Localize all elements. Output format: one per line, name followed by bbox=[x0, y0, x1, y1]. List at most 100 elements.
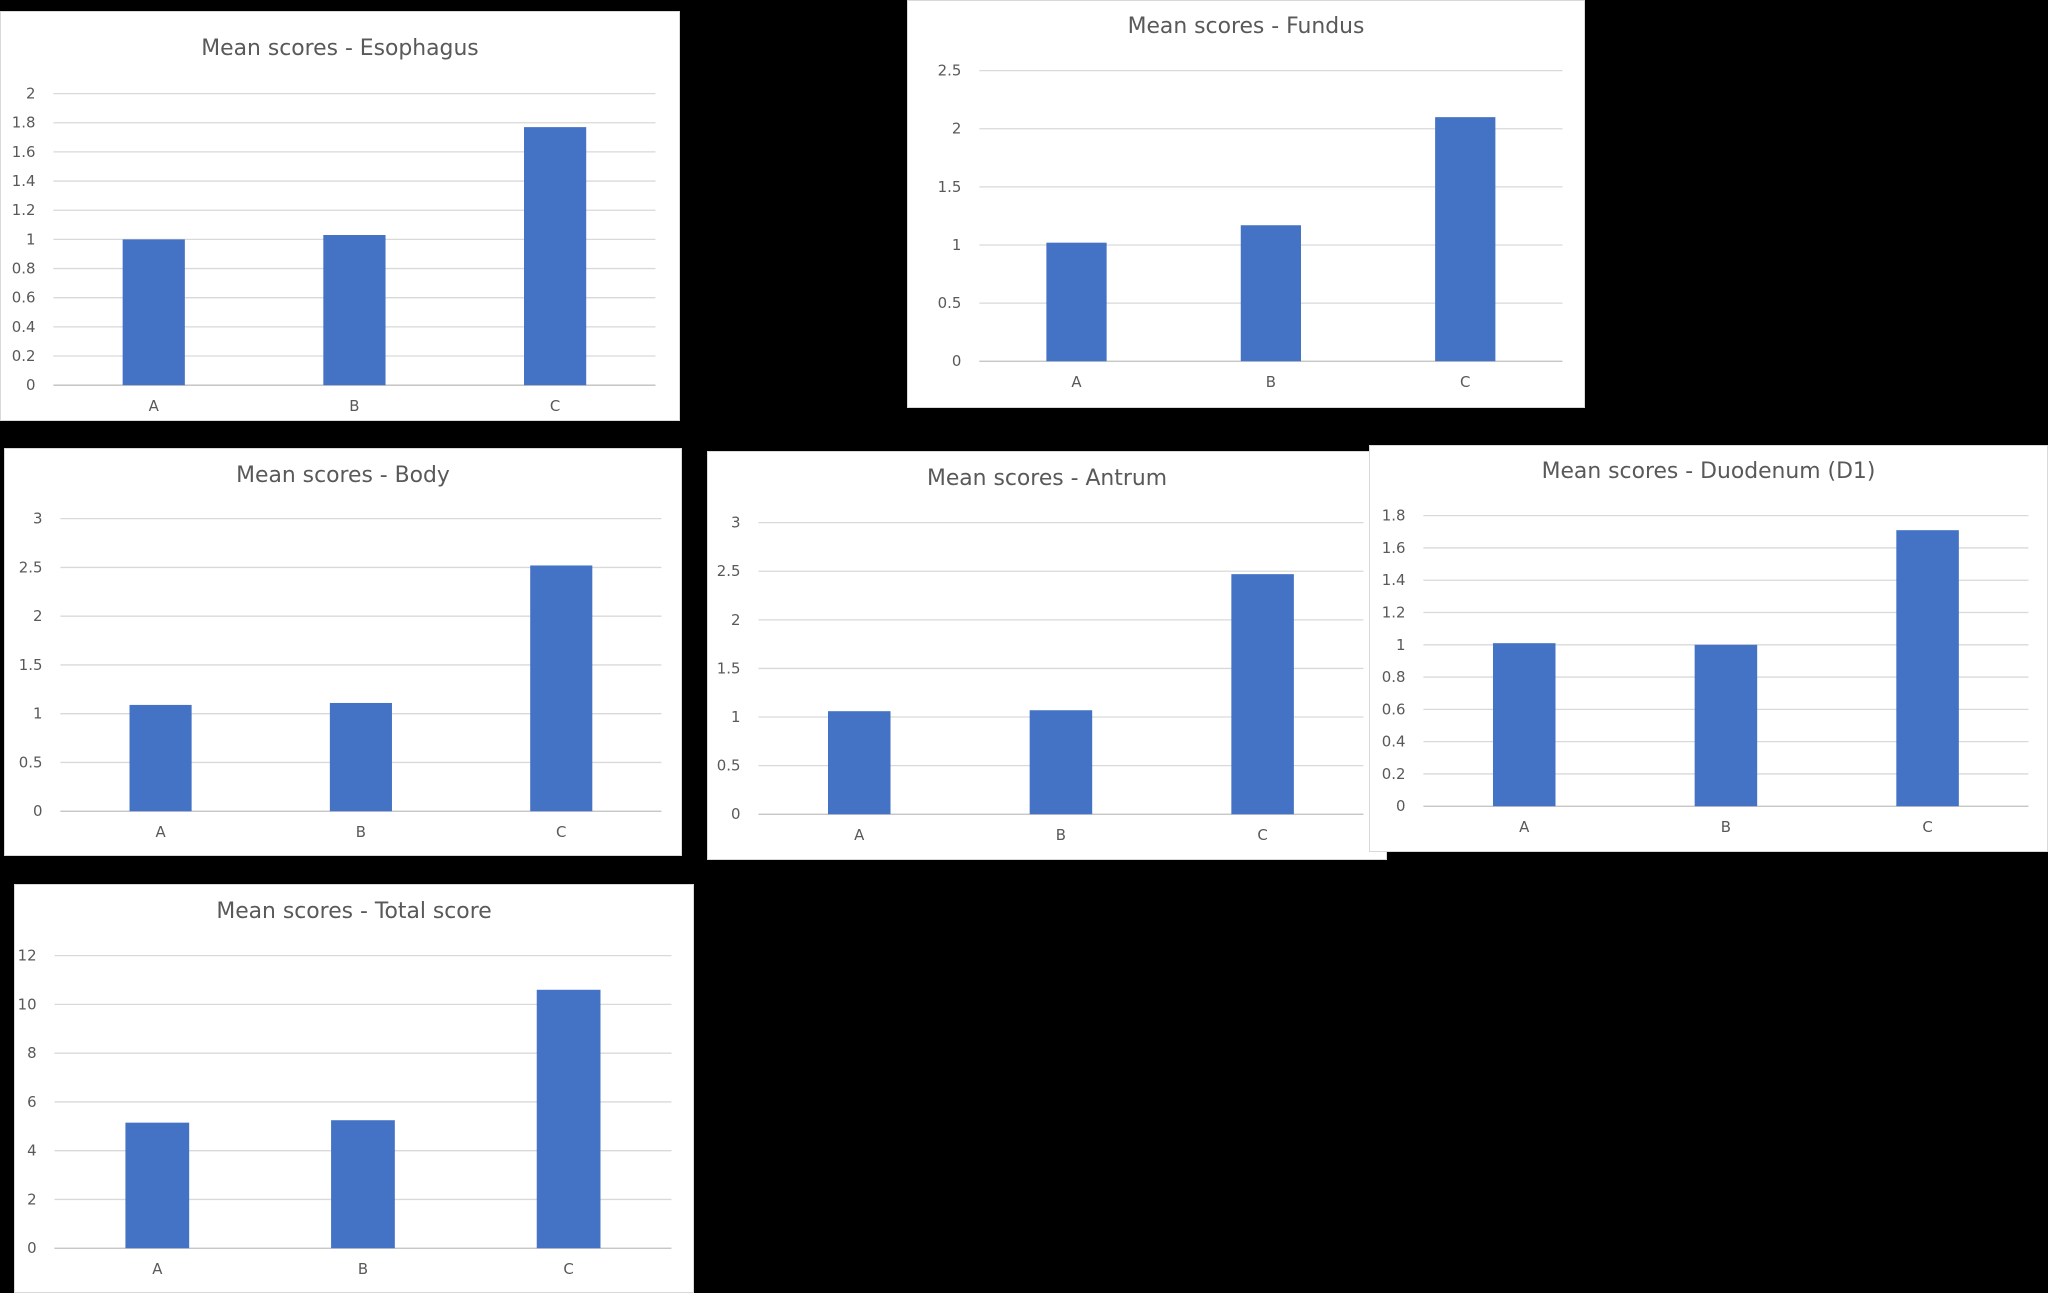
bar-a bbox=[129, 704, 192, 812]
y-tick-label: 0.8 bbox=[1382, 668, 1406, 686]
y-tick-label: 8 bbox=[27, 1044, 36, 1062]
x-category-label: B bbox=[358, 1260, 368, 1278]
y-tick-label: 0.5 bbox=[717, 757, 741, 775]
y-tick-label: 0.6 bbox=[1382, 700, 1406, 718]
x-category-label: C bbox=[1922, 818, 1932, 836]
y-tick-label: 0 bbox=[952, 352, 961, 370]
x-category-label: A bbox=[1071, 373, 1082, 391]
bar-c bbox=[524, 127, 587, 386]
y-tick-label: 4 bbox=[27, 1142, 36, 1160]
y-tick-label: 2 bbox=[33, 607, 42, 625]
x-category-label: C bbox=[556, 823, 566, 841]
y-tick-label: 12 bbox=[18, 947, 37, 965]
chart-svg: Mean scores - Total score 0 2 4 6 8 10 12 A B C bbox=[18, 899, 672, 1278]
x-category-label: C bbox=[563, 1260, 573, 1278]
bar-a bbox=[122, 239, 185, 386]
y-tick-label: 1.6 bbox=[1382, 539, 1406, 557]
x-category-label: C bbox=[550, 397, 560, 415]
y-tick-label: 3 bbox=[33, 510, 42, 528]
bar-b bbox=[331, 1120, 395, 1249]
x-category-label: B bbox=[349, 397, 359, 415]
bar-b bbox=[1694, 644, 1758, 807]
y-tick-label: 6 bbox=[27, 1093, 36, 1111]
y-tick-label: 1 bbox=[952, 236, 961, 254]
y-tick-label: 2 bbox=[731, 611, 740, 629]
x-category-label: C bbox=[1257, 826, 1267, 844]
y-tick-label: 2.5 bbox=[717, 562, 741, 580]
y-tick-label: 1.8 bbox=[1382, 507, 1406, 525]
y-tick-label: 0.4 bbox=[12, 318, 36, 336]
bar-a bbox=[1046, 242, 1107, 362]
bar-c bbox=[1231, 574, 1294, 815]
y-tick-label: 2 bbox=[952, 120, 961, 138]
x-category-label: B bbox=[1266, 373, 1276, 391]
y-tick-label: 1 bbox=[731, 708, 740, 726]
x-category-label: B bbox=[356, 823, 366, 841]
y-tick-label: 1.4 bbox=[1382, 571, 1406, 589]
bar-b bbox=[1240, 225, 1302, 362]
y-tick-label: 2 bbox=[26, 85, 35, 103]
x-category-label: A bbox=[155, 823, 166, 841]
x-category-label: A bbox=[1519, 818, 1530, 836]
chart-title: Mean scores - Esophagus bbox=[201, 36, 478, 61]
y-tick-label: 1.5 bbox=[938, 178, 962, 196]
chart-fundus: Mean scores - Fundus 0 0.5 1 1.5 2 2.5 A B C bbox=[907, 0, 1585, 408]
y-tick-label: 10 bbox=[18, 995, 37, 1013]
y-tick-label: 1.4 bbox=[12, 172, 36, 190]
bar-c bbox=[536, 989, 601, 1249]
x-category-label: A bbox=[152, 1260, 163, 1278]
chart-antrum: Mean scores - Antrum 0 0.5 1 1.5 2 2.5 3 A B C bbox=[707, 451, 1387, 860]
chart-title: Mean scores - Body bbox=[236, 463, 450, 488]
y-tick-label: 0 bbox=[731, 805, 740, 823]
y-tick-label: 0 bbox=[27, 1239, 36, 1257]
chart-title: Mean scores - Total score bbox=[216, 899, 491, 924]
y-tick-label: 0.5 bbox=[19, 753, 43, 771]
x-category-label: A bbox=[149, 397, 160, 415]
bar-c bbox=[1896, 530, 1959, 807]
y-tick-label: 0 bbox=[33, 802, 42, 820]
x-category-label: B bbox=[1056, 826, 1066, 844]
x-category-label: C bbox=[1460, 373, 1470, 391]
y-tick-label: 1 bbox=[33, 705, 42, 723]
y-tick-label: 0.4 bbox=[1382, 733, 1406, 751]
y-tick-label: 0.5 bbox=[938, 294, 962, 312]
bar-b bbox=[329, 702, 392, 812]
y-tick-label: 1.2 bbox=[1382, 603, 1406, 621]
bar-c bbox=[530, 565, 593, 812]
y-tick-label: 1 bbox=[1396, 636, 1405, 654]
x-category-label: B bbox=[1721, 818, 1731, 836]
y-tick-label: 0 bbox=[26, 376, 35, 394]
chart-title: Mean scores - Antrum bbox=[927, 466, 1167, 491]
bar-b bbox=[323, 235, 386, 386]
chart-title: Mean scores - Fundus bbox=[1128, 14, 1365, 39]
chart-title: Mean scores - Duodenum (D1) bbox=[1542, 459, 1876, 484]
bar-a bbox=[1492, 643, 1556, 807]
chart-duodenum: Mean scores - Duodenum (D1) 0 0.2 0.4 0.6 0.8… bbox=[1369, 445, 2048, 852]
x-category-label: A bbox=[854, 826, 865, 844]
bar-b bbox=[1029, 710, 1093, 815]
bar-a bbox=[827, 711, 891, 815]
y-tick-label: 1.5 bbox=[717, 659, 741, 677]
y-tick-label: 2.5 bbox=[19, 558, 43, 576]
y-tick-label: 0.6 bbox=[12, 289, 36, 307]
y-tick-label: 2.5 bbox=[938, 62, 962, 80]
chart-total-score: Mean scores - Total score 0 2 4 6 8 10 12 A B C bbox=[14, 884, 694, 1293]
y-tick-label: 2 bbox=[27, 1190, 36, 1208]
bar-a bbox=[125, 1122, 190, 1249]
chart-svg: Mean scores - Esophagus 0 0.2 0.4 0.6 0.8 1 1.2… bbox=[12, 36, 656, 415]
chart-svg: Mean scores - Antrum 0 0.5 1 1.5 2 2.5 3 A B C bbox=[717, 466, 1364, 844]
chart-svg: Mean scores - Duodenum (D1) 0 0.2 0.4 0.6 0.8… bbox=[1382, 459, 2029, 836]
y-tick-label: 1.8 bbox=[12, 114, 36, 132]
y-tick-label: 0.2 bbox=[1382, 765, 1406, 783]
y-tick-label: 3 bbox=[731, 514, 740, 532]
y-tick-label: 1.6 bbox=[12, 143, 36, 161]
y-tick-label: 1 bbox=[26, 230, 35, 248]
y-tick-label: 0.2 bbox=[12, 347, 36, 365]
chart-svg: Mean scores - Body 0 0.5 1 1.5 2 2.5 3 A B C bbox=[19, 463, 662, 841]
y-tick-label: 1.5 bbox=[19, 656, 43, 674]
y-tick-label: 0.8 bbox=[12, 260, 36, 278]
bar-c bbox=[1435, 117, 1496, 362]
y-tick-label: 1.2 bbox=[12, 201, 36, 219]
y-tick-label: 0 bbox=[1396, 797, 1405, 815]
chart-esophagus: Mean scores - Esophagus 0 0.2 0.4 0.6 0.8 1 1.2… bbox=[0, 11, 680, 421]
